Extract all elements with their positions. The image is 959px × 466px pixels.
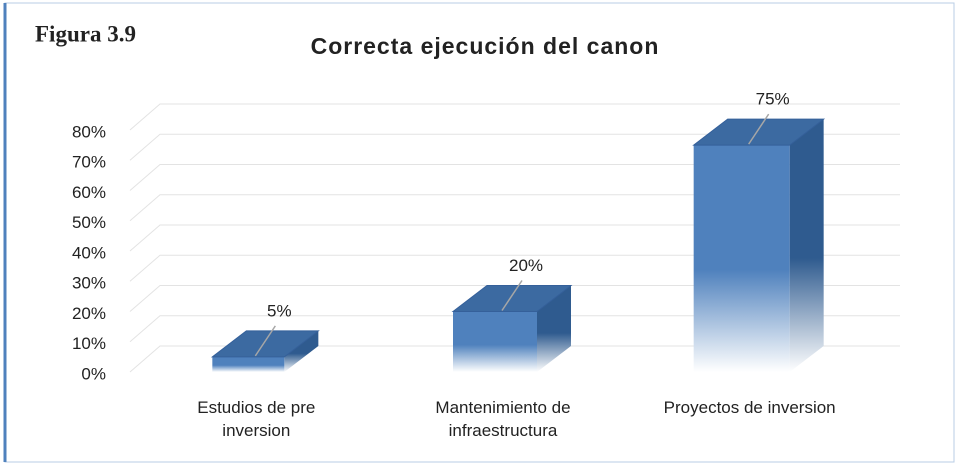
y-tick-label: 50% — [72, 213, 106, 232]
leader-line — [748, 113, 770, 145]
grid-line — [129, 345, 900, 373]
y-tick-label: 70% — [72, 153, 106, 172]
leader-line — [254, 325, 276, 357]
grid-line — [129, 285, 900, 312]
chart-title: Correcta ejecución del canon — [311, 33, 660, 59]
bar-top — [210, 330, 320, 358]
bar-side — [789, 119, 824, 372]
leader-line — [501, 280, 523, 311]
grid-line — [129, 103, 900, 131]
y-tick-label: 10% — [72, 334, 106, 353]
bar — [693, 145, 790, 372]
grid-line — [129, 224, 900, 252]
x-tick-label: Proyectos de inversion — [663, 398, 836, 417]
value-label: 75% — [756, 90, 790, 109]
value-label: 5% — [267, 301, 292, 320]
grid-line — [129, 315, 900, 343]
bar-top — [692, 118, 826, 146]
y-tick-label: 40% — [72, 243, 106, 262]
y-tick-label: 60% — [72, 183, 106, 202]
bar — [453, 311, 537, 372]
y-tick-label: 30% — [72, 274, 106, 293]
bar — [212, 356, 285, 372]
y-tick-label: 0% — [81, 364, 106, 383]
grid-line — [129, 194, 900, 222]
value-label: 20% — [509, 256, 543, 275]
figure-label: Figura 3.9 — [35, 21, 136, 46]
y-tick-label: 80% — [72, 122, 106, 141]
y-tick-label: 20% — [72, 304, 106, 323]
bar-side — [284, 330, 319, 372]
bar-side — [537, 285, 571, 372]
grid-line — [129, 133, 900, 161]
grid-line — [129, 164, 900, 191]
grid-line — [129, 254, 900, 282]
x-tick-label: Mantenimiento de infraestructura — [435, 398, 571, 440]
x-tick-label: Estudios de pre inversion — [197, 398, 316, 440]
bar-top — [451, 285, 573, 312]
